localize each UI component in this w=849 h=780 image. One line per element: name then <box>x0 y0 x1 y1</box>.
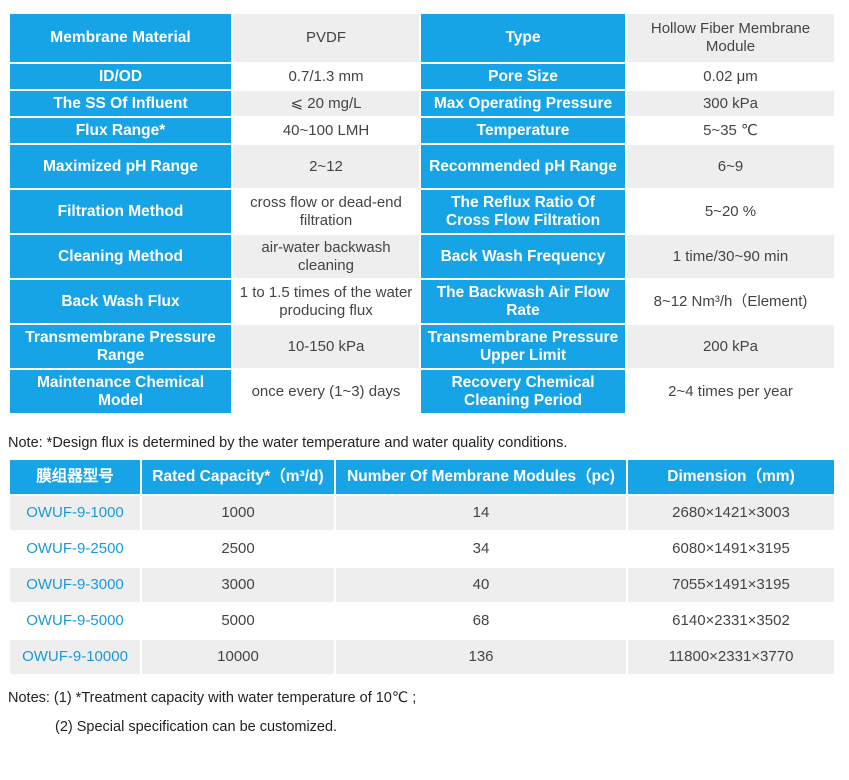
spec-row: Back Wash Flux 1 to 1.5 times of the wate… <box>10 280 834 323</box>
capacity-cell: 2500 <box>142 532 334 566</box>
spec-row: Maintenance Chemical Model once every (1~… <box>10 370 834 413</box>
spec-value: ⩽ 20 mg/L <box>233 91 419 116</box>
spec-label: Back Wash Frequency <box>421 235 625 278</box>
spec-label: Recovery Chemical Cleaning Period <box>421 370 625 413</box>
model-cell: OWUF-9-10000 <box>10 640 140 674</box>
spec-value: 0.02 μm <box>627 64 834 89</box>
spec-value: PVDF <box>233 14 419 62</box>
model-row: OWUF-9-5000 5000 68 6140×2331×3502 <box>10 604 834 638</box>
header-module-count: Number Of Membrane Modules（pc) <box>336 460 626 494</box>
model-row: OWUF-9-1000 1000 14 2680×1421×3003 <box>10 496 834 530</box>
spec-label: Back Wash Flux <box>10 280 231 323</box>
specification-table: Membrane Material PVDF Type Hollow Fiber Me… <box>8 12 836 415</box>
dimension-cell: 6080×1491×3195 <box>628 532 834 566</box>
model-header-row: 膜组器型号 Rated Capacity*（m³/d) Number Of Me… <box>10 460 834 494</box>
spec-label: Max Operating Pressure <box>421 91 625 116</box>
dimension-cell: 6140×2331×3502 <box>628 604 834 638</box>
spec-row: Membrane Material PVDF Type Hollow Fiber Me… <box>10 14 834 62</box>
spec-value: once every (1~3) days <box>233 370 419 413</box>
spec-value: Hollow Fiber Membrane Module <box>627 14 834 62</box>
spec-value: 10-150 kPa <box>233 325 419 368</box>
spec-label: Temperature <box>421 118 625 143</box>
module-count-cell: 136 <box>336 640 626 674</box>
model-row: OWUF-9-2500 2500 34 6080×1491×3195 <box>10 532 834 566</box>
capacity-cell: 10000 <box>142 640 334 674</box>
design-flux-note: Note: *Design flux is determined by the … <box>8 435 568 451</box>
spec-row: Cleaning Method air-water backwash cleani… <box>10 235 834 278</box>
module-count-cell: 14 <box>336 496 626 530</box>
capacity-cell: 3000 <box>142 568 334 602</box>
spec-label: Transmembrane Pressure Range <box>10 325 231 368</box>
dimension-cell: 11800×2331×3770 <box>628 640 834 674</box>
spec-row: The SS Of Influent ⩽ 20 mg/L Max Operating… <box>10 91 834 116</box>
model-row: OWUF-9-3000 3000 40 7055×1491×3195 <box>10 568 834 602</box>
spec-row: Filtration Method cross flow or dead-end … <box>10 190 834 233</box>
spec-value: 300 kPa <box>627 91 834 116</box>
model-cell: OWUF-9-1000 <box>10 496 140 530</box>
spec-value: 5~20 % <box>627 190 834 233</box>
module-count-cell: 34 <box>336 532 626 566</box>
spec-value: 8~12 Nm³/h（Element) <box>627 280 834 323</box>
custom-spec-note: (2) Special specification can be customi… <box>55 719 338 735</box>
spec-value: 200 kPa <box>627 325 834 368</box>
spec-value: 5~35 ℃ <box>627 118 834 143</box>
module-count-cell: 68 <box>336 604 626 638</box>
spec-row: Transmembrane Pressure Range 10-150 kPa Tr… <box>10 325 834 368</box>
spec-label: Membrane Material <box>10 14 231 62</box>
dimension-cell: 2680×1421×3003 <box>628 496 834 530</box>
spec-value: cross flow or dead-end filtration <box>233 190 419 233</box>
spec-label: The SS Of Influent <box>10 91 231 116</box>
spec-value: 2~4 times per year <box>627 370 834 413</box>
spec-label: Filtration Method <box>10 190 231 233</box>
spec-value: 6~9 <box>627 145 834 188</box>
spec-label: Type <box>421 14 625 62</box>
spec-row: ID/OD 0.7/1.3 mm Pore Size 0.02 μm <box>10 64 834 89</box>
spec-value: 40~100 LMH <box>233 118 419 143</box>
model-cell: OWUF-9-2500 <box>10 532 140 566</box>
header-rated-capacity: Rated Capacity*（m³/d) <box>142 460 334 494</box>
spec-label: Cleaning Method <box>10 235 231 278</box>
header-dimension: Dimension（mm) <box>628 460 834 494</box>
dimension-cell: 7055×1491×3195 <box>628 568 834 602</box>
capacity-cell: 5000 <box>142 604 334 638</box>
spec-row: Maximized pH Range 2~12 Recommended pH Ran… <box>10 145 834 188</box>
spec-label: Recommended pH Range <box>421 145 625 188</box>
treatment-capacity-note: Notes: (1) *Treatment capacity with wate… <box>8 690 417 706</box>
model-table: 膜组器型号 Rated Capacity*（m³/d) Number Of Me… <box>8 458 836 676</box>
spec-label: Transmembrane Pressure Upper Limit <box>421 325 625 368</box>
spec-value: 1 to 1.5 times of the water producing fl… <box>233 280 419 323</box>
spec-value: 0.7/1.3 mm <box>233 64 419 89</box>
spec-row: Flux Range* 40~100 LMH Temperature 5~35 ℃ <box>10 118 834 143</box>
spec-label: Flux Range* <box>10 118 231 143</box>
spec-label: ID/OD <box>10 64 231 89</box>
model-cell: OWUF-9-3000 <box>10 568 140 602</box>
header-model: 膜组器型号 <box>10 460 140 494</box>
spec-label: The Backwash Air Flow Rate <box>421 280 625 323</box>
spec-value: 1 time/30~90 min <box>627 235 834 278</box>
spec-label: Maximized pH Range <box>10 145 231 188</box>
spec-value: 2~12 <box>233 145 419 188</box>
spec-label: Maintenance Chemical Model <box>10 370 231 413</box>
capacity-cell: 1000 <box>142 496 334 530</box>
module-count-cell: 40 <box>336 568 626 602</box>
model-cell: OWUF-9-5000 <box>10 604 140 638</box>
spec-label: The Reflux Ratio Of Cross Flow Filtratio… <box>421 190 625 233</box>
spec-label: Pore Size <box>421 64 625 89</box>
spec-value: air-water backwash cleaning <box>233 235 419 278</box>
model-row: OWUF-9-10000 10000 136 11800×2331×3770 <box>10 640 834 674</box>
